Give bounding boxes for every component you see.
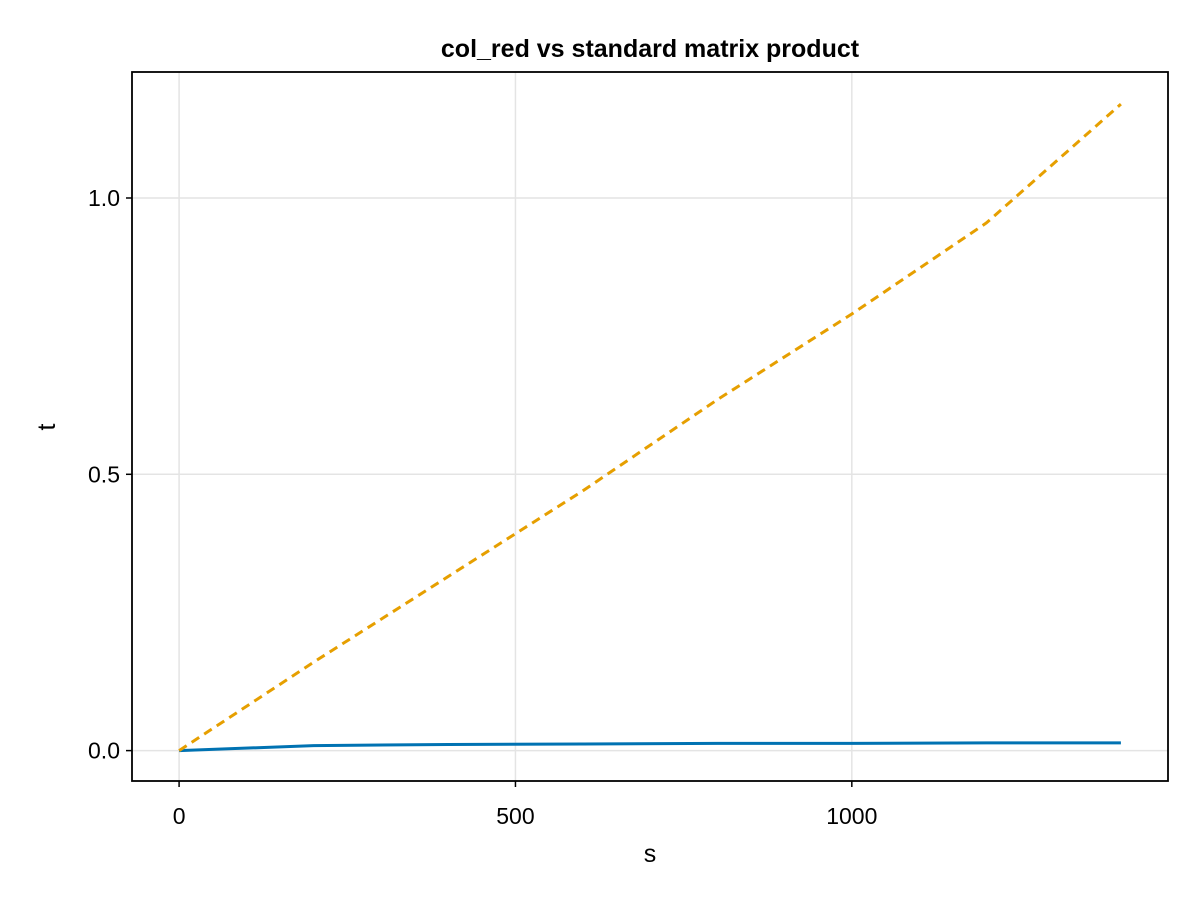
y-axis-label: t bbox=[33, 423, 61, 430]
chart-title: col_red vs standard matrix product bbox=[441, 35, 860, 63]
y-tick-label: 0.5 bbox=[88, 461, 120, 487]
plot-frame bbox=[131, 71, 1169, 782]
x-axis-label: s bbox=[644, 840, 657, 868]
series-line-1 bbox=[179, 741, 1121, 753]
x-tick-label: 0 bbox=[173, 803, 186, 829]
y-tick-label: 1.0 bbox=[88, 185, 120, 211]
tick-labels: 0 500 1000 0.0 0.5 1.0 bbox=[88, 185, 877, 829]
x-tick-label: 1000 bbox=[826, 803, 877, 829]
grid-lines bbox=[132, 72, 1168, 781]
series-line-2 bbox=[178, 102, 1122, 752]
y-tick-label: 0.0 bbox=[88, 738, 120, 764]
series-lines bbox=[178, 102, 1122, 753]
x-tick-label: 500 bbox=[496, 803, 534, 829]
